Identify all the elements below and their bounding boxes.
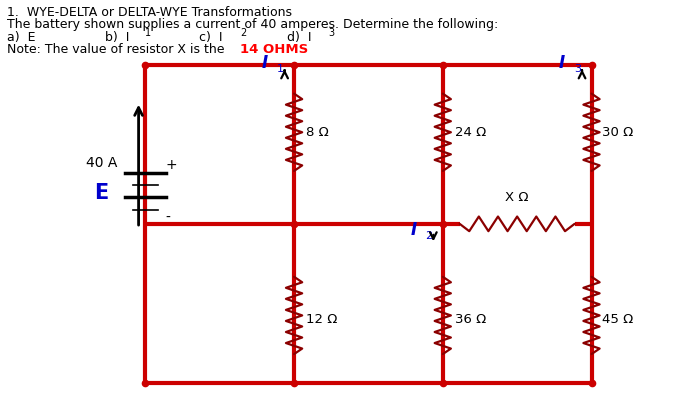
Text: 1: 1 <box>276 64 283 74</box>
Text: b)  I: b) I <box>105 31 129 44</box>
Text: d)  I: d) I <box>287 31 312 44</box>
Text: X Ω: X Ω <box>506 191 529 204</box>
Text: 45 Ω: 45 Ω <box>602 313 633 326</box>
Text: Note: The value of resistor X is the: Note: The value of resistor X is the <box>7 43 228 56</box>
Text: E: E <box>94 183 109 204</box>
Text: 40 A: 40 A <box>86 156 117 170</box>
Text: I: I <box>262 54 268 72</box>
Text: 2: 2 <box>240 28 246 39</box>
Text: 1: 1 <box>145 28 151 39</box>
Text: The battery shown supplies a current of 40 amperes. Determine the following:: The battery shown supplies a current of … <box>7 18 498 31</box>
Text: 3: 3 <box>574 64 581 74</box>
Text: 2: 2 <box>425 231 433 241</box>
Text: 1.  WYE-DELTA or DELTA-WYE Transformations: 1. WYE-DELTA or DELTA-WYE Transformation… <box>7 6 292 19</box>
Text: -: - <box>166 211 170 225</box>
Text: 30 Ω: 30 Ω <box>602 126 633 139</box>
Text: I: I <box>410 221 416 239</box>
Text: 3: 3 <box>328 28 334 39</box>
Text: a)  E: a) E <box>7 31 35 44</box>
Text: 8 Ω: 8 Ω <box>306 126 329 139</box>
Text: 24 Ω: 24 Ω <box>455 126 486 139</box>
Text: 14 OHMS: 14 OHMS <box>240 43 308 56</box>
Text: I: I <box>559 54 565 72</box>
Text: +: + <box>166 158 177 172</box>
Text: 36 Ω: 36 Ω <box>455 313 486 326</box>
Text: c)  I: c) I <box>199 31 223 44</box>
Text: 12 Ω: 12 Ω <box>306 313 337 326</box>
